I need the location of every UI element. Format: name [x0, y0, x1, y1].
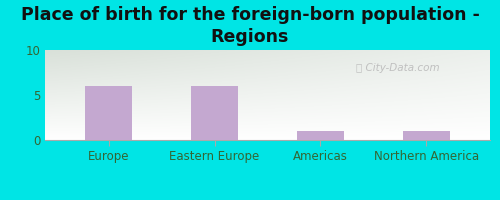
Bar	[296, 131, 344, 140]
Bar	[84, 86, 132, 140]
Text: Place of birth for the foreign-born population -
Regions: Place of birth for the foreign-born popu…	[20, 6, 479, 46]
Bar	[190, 86, 238, 140]
Bar	[402, 131, 450, 140]
Text: ⓘ City-Data.com: ⓘ City-Data.com	[356, 63, 440, 73]
